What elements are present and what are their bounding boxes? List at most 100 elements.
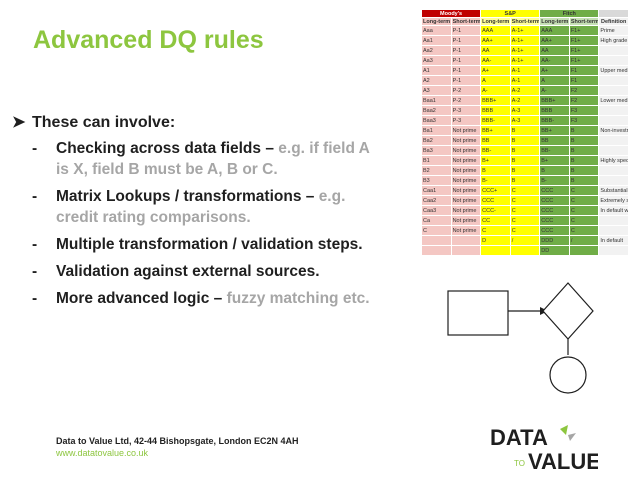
dash-bullet-icon: -: [32, 290, 38, 307]
agency-header: [598, 9, 629, 18]
table-cell: F1+: [568, 25, 600, 36]
table-row: B2 Not prime B B B B: [421, 165, 629, 176]
table-cell: DDD: [539, 235, 570, 246]
table-cell: [598, 215, 629, 226]
table-cell: [598, 245, 629, 256]
table-cell: [480, 245, 511, 256]
table-cell: B1: [421, 155, 452, 166]
table-cell: Not prime: [450, 205, 482, 216]
table-cell: F1: [568, 75, 600, 86]
agency-header: S&P: [480, 9, 541, 18]
table-cell: P-1: [450, 25, 482, 36]
table-row: D / DDD / In default: [421, 235, 629, 246]
table-cell: [598, 105, 629, 116]
bullet-main-text: Matrix Lookups / transformations –: [56, 188, 319, 205]
table-row: Ca Not prime CC C CCC C: [421, 215, 629, 226]
process-box: [447, 290, 509, 336]
column-header: Long-term: [421, 17, 452, 26]
table-cell: A+: [480, 65, 511, 76]
table-cell: P-1: [450, 55, 482, 66]
table-cell: F3: [568, 115, 600, 126]
table-cell: CCC+: [480, 185, 511, 196]
table-row: B3 Not prime B- B B- B: [421, 175, 629, 186]
table-cell: A3: [421, 85, 452, 96]
table-cell: [509, 245, 541, 256]
lead-bullet: ➤ These can involve:: [12, 112, 402, 132]
table-cell: Caa2: [421, 195, 452, 206]
table-cell: BBB: [539, 105, 570, 116]
table-cell: F1+: [568, 45, 600, 56]
table-cell: F3: [568, 105, 600, 116]
table-cell: B: [568, 175, 600, 186]
table-row: Ba3 Not prime BB- B BB- B: [421, 145, 629, 156]
bullet-main-text: Checking across data fields –: [56, 140, 279, 157]
table-cell: CCC: [480, 195, 511, 206]
table-cell: C: [509, 195, 541, 206]
dash-bullet-icon: -: [32, 263, 38, 280]
table-cell: A-: [480, 85, 511, 96]
table-cell: In default: [598, 235, 629, 246]
lead-text: These can involve:: [32, 114, 176, 131]
table-cell: A: [480, 75, 511, 86]
table-cell: BB-: [480, 145, 511, 156]
table-cell: C: [480, 225, 511, 236]
sub-bullet: - More advanced logic – fuzzy matching et…: [32, 288, 402, 309]
table-cell: BBB-: [480, 115, 511, 126]
table-cell: C: [509, 185, 541, 196]
table-cell: Not prime: [450, 185, 482, 196]
data-to-value-logo: DATA TO VALUE: [490, 425, 598, 473]
table-cell: C: [568, 205, 600, 216]
table-cell: B+: [539, 155, 570, 166]
footer-url[interactable]: www.datatovalue.co.uk: [56, 448, 149, 458]
table-cell: B: [568, 125, 600, 136]
bullet-main-text: More advanced logic –: [56, 290, 227, 307]
table-cell: Not prime: [450, 165, 482, 176]
table-cell: AA+: [480, 35, 511, 46]
table-cell: B-: [539, 175, 570, 186]
table-cell: BB: [539, 135, 570, 146]
table-cell: BB+: [480, 125, 511, 136]
table-cell: A-1+: [509, 25, 541, 36]
table-cell: [450, 245, 482, 256]
column-header: Definition: [598, 17, 629, 26]
table-cell: [598, 225, 629, 236]
decision-diamond: [542, 282, 594, 340]
table-cell: /: [568, 235, 600, 246]
table-cell: C: [568, 215, 600, 226]
table-cell: CCC: [539, 195, 570, 206]
table-cell: B: [509, 125, 541, 136]
table-cell: P-1: [450, 35, 482, 46]
table-cell: /: [509, 235, 541, 246]
table-row: DD: [421, 245, 629, 256]
table-cell: B+: [480, 155, 511, 166]
table-cell: AA: [539, 45, 570, 56]
table-cell: CCC: [539, 205, 570, 216]
dash-bullet-icon: -: [32, 188, 38, 205]
table-cell: Not prime: [450, 135, 482, 146]
table-cell: Extremely speculative: [598, 195, 629, 206]
table-cell: [421, 245, 452, 256]
table-cell: [598, 85, 629, 96]
logo-leaf-icon: [568, 433, 576, 441]
table-cell: CCC-: [480, 205, 511, 216]
table-cell: P-3: [450, 115, 482, 126]
table-cell: [598, 55, 629, 66]
table-cell: Upper medium grade: [598, 65, 629, 76]
table-cell: Lower medium grade: [598, 95, 629, 106]
table-cell: A-2: [509, 85, 541, 96]
table-cell: B: [509, 135, 541, 146]
table-cell: [450, 235, 482, 246]
table-cell: F1+: [568, 55, 600, 66]
table-cell: B: [480, 165, 511, 176]
table-cell: A-2: [509, 95, 541, 106]
bullet-main-text: Multiple transformation / validation ste…: [56, 236, 363, 253]
table-cell: CCC: [539, 185, 570, 196]
table-cell: BBB: [480, 105, 511, 116]
table-cell: B-: [480, 175, 511, 186]
sub-bullet-text: Multiple transformation / validation ste…: [56, 234, 386, 255]
table-cell: P-2: [450, 85, 482, 96]
table-cell: F1+: [568, 35, 600, 46]
table-cell: [598, 135, 629, 146]
